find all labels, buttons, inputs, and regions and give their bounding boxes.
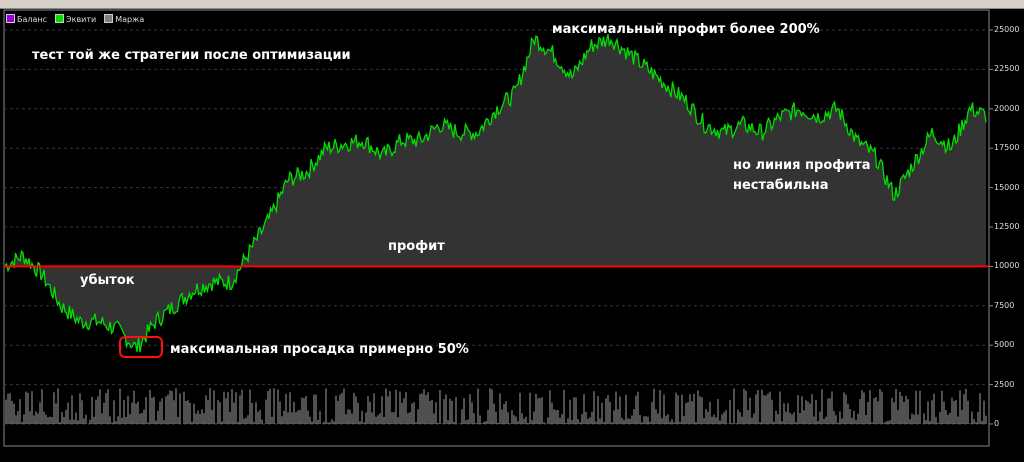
- annotation-title: тест той же стратегии после оптимизации: [32, 48, 351, 63]
- annotation-unstable-2: нестабильна: [733, 178, 829, 193]
- annotation-profit: профит: [388, 239, 445, 254]
- legend-label: Баланс: [17, 15, 48, 24]
- drawdown-highlight: [119, 336, 163, 358]
- legend: Баланс Эквити Маржа: [6, 14, 144, 24]
- legend-balance[interactable]: Баланс: [6, 14, 47, 24]
- annotation-drawdown: максимальная просадка примерно 50%: [170, 342, 469, 357]
- y-tick-label: 0: [994, 419, 1000, 428]
- annotation-loss: убыток: [80, 273, 135, 288]
- annotation-unstable: но линия профита: [733, 158, 871, 173]
- y-tick-label: 2500: [994, 379, 1015, 389]
- y-tick-label: 20000: [994, 103, 1020, 113]
- equity-line: [4, 34, 987, 353]
- y-tick-label: 15000: [994, 182, 1020, 192]
- margin-bars: [5, 388, 987, 424]
- y-tick-label: 10000: [994, 261, 1020, 271]
- legend-label: Эквити: [66, 15, 97, 24]
- y-tick-label: 17500: [994, 143, 1020, 153]
- y-tick-label: 22500: [994, 64, 1020, 74]
- y-tick-label: 7500: [994, 300, 1015, 310]
- y-tick-label: 25000: [994, 25, 1020, 34]
- toolbar: [0, 0, 1024, 9]
- equity-fill: [5, 34, 986, 353]
- y-tick-label: 5000: [994, 340, 1015, 350]
- legend-label: Маржа: [115, 15, 145, 24]
- y-tick-label: 12500: [994, 222, 1020, 231]
- annotation-max-profit: максимальный профит более 200%: [552, 22, 820, 37]
- legend-equity[interactable]: Эквити: [55, 14, 96, 24]
- plot-frame: [3, 9, 990, 447]
- legend-margin[interactable]: Маржа: [104, 14, 144, 24]
